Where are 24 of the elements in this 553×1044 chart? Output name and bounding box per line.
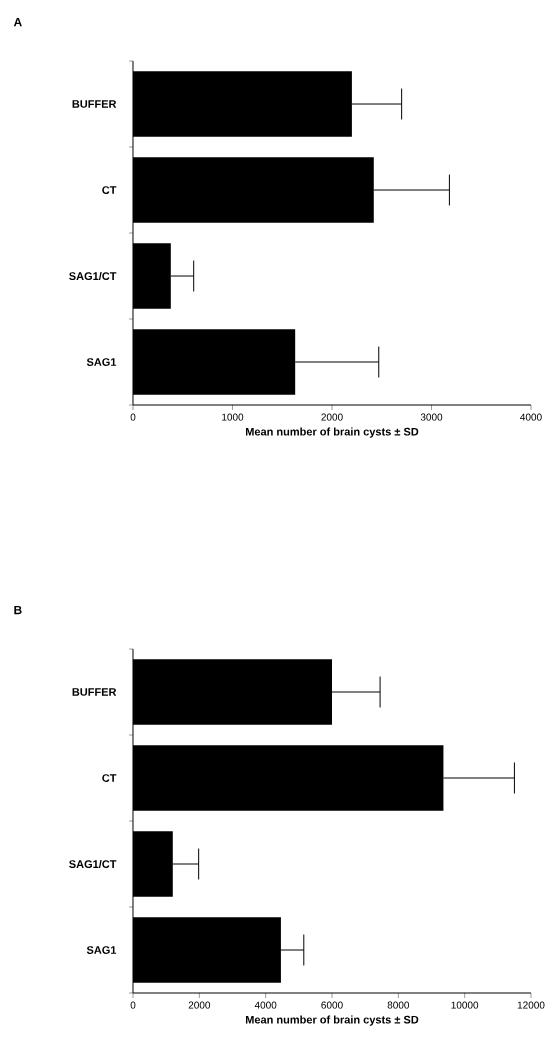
x-tick-label: 3000	[420, 413, 443, 421]
x-tick-label: 0	[130, 413, 136, 421]
y-tick-label: CT	[102, 186, 117, 194]
text: B	[14, 605, 22, 615]
x-tick-label: 2000	[188, 1001, 211, 1009]
y-tick-label: SAG1	[86, 358, 117, 366]
x-tick-label: 4000	[254, 1001, 277, 1009]
x-tick-label: 12000	[517, 1001, 545, 1009]
y-tick-label: BUFFER	[72, 688, 117, 696]
y-tick-label: SAG1/CT	[69, 859, 117, 869]
x-tick-label: 4000	[520, 413, 542, 421]
y-tick-label: SAG1/CT	[69, 271, 117, 281]
x-tick-label: 1000	[222, 413, 244, 421]
y-tick-label: SAG1	[86, 946, 117, 954]
x-tick-label: 0	[130, 1001, 136, 1009]
x-tick-label: 10000	[451, 1001, 479, 1009]
y-tick-label: BUFFER	[72, 100, 117, 108]
x-axis-title: Mean number of brain cysts ± SD	[245, 427, 419, 438]
x-axis-title: Mean number of brain cysts ± SD	[245, 1015, 419, 1026]
x-tick-label: 6000	[321, 1001, 343, 1009]
text: A	[13, 17, 22, 27]
y-tick-label: CT	[102, 774, 117, 782]
x-tick-label: 2000	[321, 413, 343, 421]
x-tick-label: 8000	[387, 1001, 410, 1009]
